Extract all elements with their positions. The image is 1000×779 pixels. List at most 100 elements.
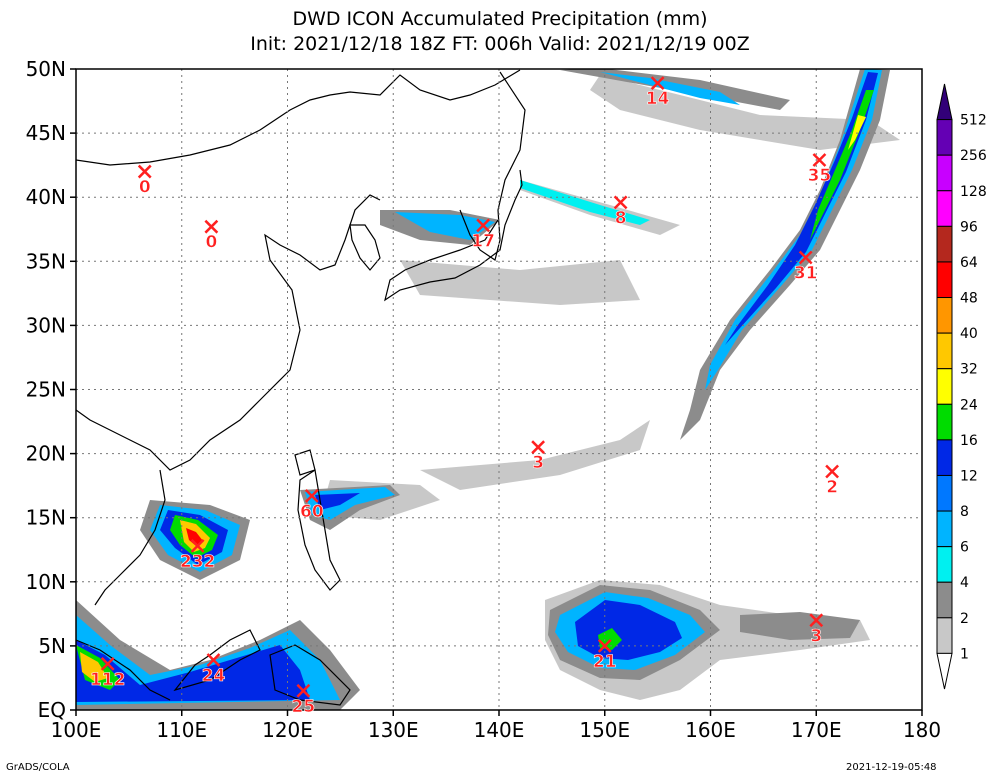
y-tick-label: 10N — [26, 570, 66, 594]
marker-cross-icon — [100, 656, 115, 671]
station-marker: 31 — [794, 250, 818, 284]
y-tick-label: 45N — [26, 121, 66, 145]
marker-cross-icon — [304, 489, 319, 503]
station-marker: 3 — [531, 440, 546, 473]
marker-value: 17 — [471, 231, 495, 251]
station-marker: 232 — [180, 539, 216, 572]
colorbar-cap-top — [936, 83, 953, 121]
colorbar-swatch — [936, 332, 953, 370]
y-tick-label: 25N — [26, 378, 66, 402]
station-marker: 8 — [613, 195, 628, 229]
x-tick-label: 130E — [368, 718, 419, 742]
marker-value: 232 — [180, 552, 216, 572]
marker-cross-icon — [296, 683, 311, 698]
marker-value: 31 — [794, 263, 818, 283]
graticule — [76, 69, 922, 710]
marker-cross-icon — [190, 539, 205, 553]
colorbar-label: 16 — [960, 433, 978, 449]
marker-value: 0 — [139, 178, 151, 198]
marker-value: 112 — [90, 670, 126, 690]
footer-timestamp: 2021-12-19-05:48 — [846, 762, 937, 773]
station-marker: 24 — [201, 653, 226, 686]
marker-cross-icon — [531, 440, 546, 455]
colorbar-label: 8 — [960, 504, 969, 520]
colorbar-label: 48 — [960, 291, 978, 307]
colorbar-label: 128 — [960, 184, 987, 200]
station-marker: 21 — [593, 639, 617, 672]
marker-cross-icon — [798, 250, 813, 265]
station-marker: 2 — [825, 464, 839, 498]
x-tick-label: 100E — [51, 718, 102, 742]
x-tick-label: 110E — [156, 718, 207, 742]
station-marker: 60 — [300, 489, 324, 522]
y-tick-label: 15N — [26, 506, 66, 530]
marker-cross-icon — [137, 164, 152, 179]
colorbar-label: 12 — [960, 468, 978, 484]
y-axis: EQ 5N 10N 15N 20N 25N 30N 35N 40N 45N 50N — [26, 57, 76, 722]
y-tick-label: 40N — [26, 185, 66, 209]
footer-credit: GrADS/COLA — [6, 762, 70, 773]
y-tick-label: 5N — [38, 634, 66, 658]
marker-cross-icon — [613, 195, 628, 210]
station-marker: 14 — [645, 76, 670, 109]
x-axis: 100E 110E 120E 130E 140E 150E 160E 170E 180 — [51, 710, 941, 742]
colorbar-label: 2 — [960, 611, 969, 627]
y-tick-label: 20N — [26, 442, 66, 466]
x-tick-label: 140E — [474, 718, 525, 742]
x-tick-label: 180 — [903, 718, 941, 742]
marker-cross-icon — [809, 613, 824, 628]
colorbar-label: 24 — [960, 397, 978, 413]
marker-cross-icon — [206, 653, 221, 667]
y-tick-label: 30N — [26, 313, 66, 337]
marker-cross-icon — [825, 464, 839, 479]
coastlines — [76, 69, 526, 706]
colorbar-swatch — [936, 617, 953, 654]
y-tick-label: 50N — [26, 57, 66, 81]
marker-value: 2 — [826, 478, 838, 498]
colorbar-swatch — [936, 403, 953, 441]
marker-value: 3 — [810, 626, 822, 646]
x-tick-label: 120E — [262, 718, 313, 742]
colorbar-swatch — [936, 474, 953, 512]
chart-subtitle: Init: 2021/12/18 18Z FT: 006h Valid: 202… — [250, 33, 750, 55]
colorbar-label: 512 — [960, 113, 987, 129]
station-marker: 25 — [291, 683, 315, 717]
x-tick-label: 150E — [579, 718, 630, 742]
station-markers: 0 0 17 14 8 35 31 3 2 60 232 21 3 112 24 25 — [90, 76, 839, 717]
y-tick-label: 35N — [26, 249, 66, 273]
marker-cross-icon — [204, 219, 219, 234]
colorbar-swatch — [936, 546, 953, 583]
colorbar-label: 96 — [960, 219, 978, 235]
marker-value: 8 — [615, 208, 627, 228]
station-marker: 0 — [204, 219, 219, 253]
colorbar-swatch — [936, 439, 953, 476]
colorbar-swatch — [936, 119, 953, 156]
colorbar-swatch — [936, 297, 953, 334]
x-tick-label: 160E — [685, 718, 736, 742]
colorbar-swatch — [936, 581, 953, 619]
precipitation-field — [76, 69, 900, 710]
colorbar-cap-bottom — [936, 652, 953, 690]
colorbar-label: 32 — [960, 362, 978, 378]
marker-value: 35 — [808, 166, 832, 186]
colorbar-swatch — [936, 225, 953, 263]
station-marker: 3 — [809, 613, 824, 647]
marker-value: 60 — [300, 502, 324, 522]
colorbar-swatch — [936, 261, 953, 299]
colorbar-label: 6 — [960, 540, 969, 556]
colorbar-label: 256 — [960, 148, 987, 164]
marker-value: 14 — [646, 89, 670, 109]
station-marker: 0 — [137, 164, 152, 198]
x-tick-label: 170E — [791, 718, 842, 742]
marker-cross-icon — [650, 76, 665, 90]
colorbar-swatch — [936, 368, 953, 405]
colorbar-swatch — [936, 510, 953, 548]
station-marker: 35 — [807, 153, 832, 186]
marker-cross-icon — [812, 153, 827, 167]
colorbar-label: 64 — [960, 255, 978, 271]
colorbar-swatch — [936, 190, 953, 227]
y-tick-label: EQ — [38, 698, 66, 722]
station-marker: 112 — [90, 656, 126, 690]
